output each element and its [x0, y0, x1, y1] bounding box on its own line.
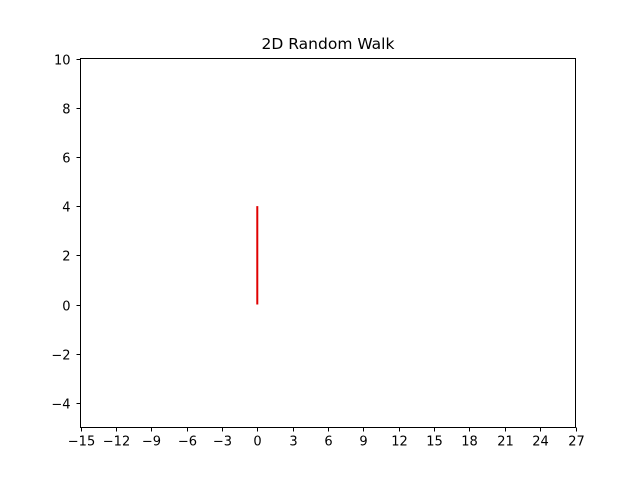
y-tick-label: 2 — [62, 250, 70, 265]
x-tick-label: 24 — [532, 435, 549, 450]
x-tick-label: −3 — [213, 435, 232, 450]
x-tick-label: 15 — [426, 435, 443, 450]
y-tick-label: 4 — [62, 201, 70, 216]
chart-title: 2D Random Walk — [262, 35, 395, 53]
y-tick-label: 6 — [62, 152, 70, 167]
x-tick-label: 21 — [497, 435, 514, 450]
y-tick-label: 8 — [62, 103, 70, 118]
x-tick-label: 6 — [324, 435, 332, 450]
y-tick-label: 0 — [62, 300, 70, 315]
x-tick-label: −15 — [68, 435, 95, 450]
x-tick-label: 3 — [289, 435, 297, 450]
y-tick-label: −2 — [51, 349, 70, 364]
x-tick-label: −9 — [142, 435, 161, 450]
y-tick-label: 10 — [54, 54, 71, 69]
x-tick-label: 9 — [359, 435, 367, 450]
x-tick-label: 18 — [461, 435, 478, 450]
plot-frame — [80, 58, 576, 428]
x-tick-label: 0 — [253, 435, 261, 450]
y-tick-label: −4 — [51, 398, 70, 413]
x-tick-label: −6 — [178, 435, 197, 450]
x-tick-label: 27 — [568, 435, 585, 450]
x-tick-label: 12 — [391, 435, 408, 450]
x-tick-label: −12 — [103, 435, 130, 450]
